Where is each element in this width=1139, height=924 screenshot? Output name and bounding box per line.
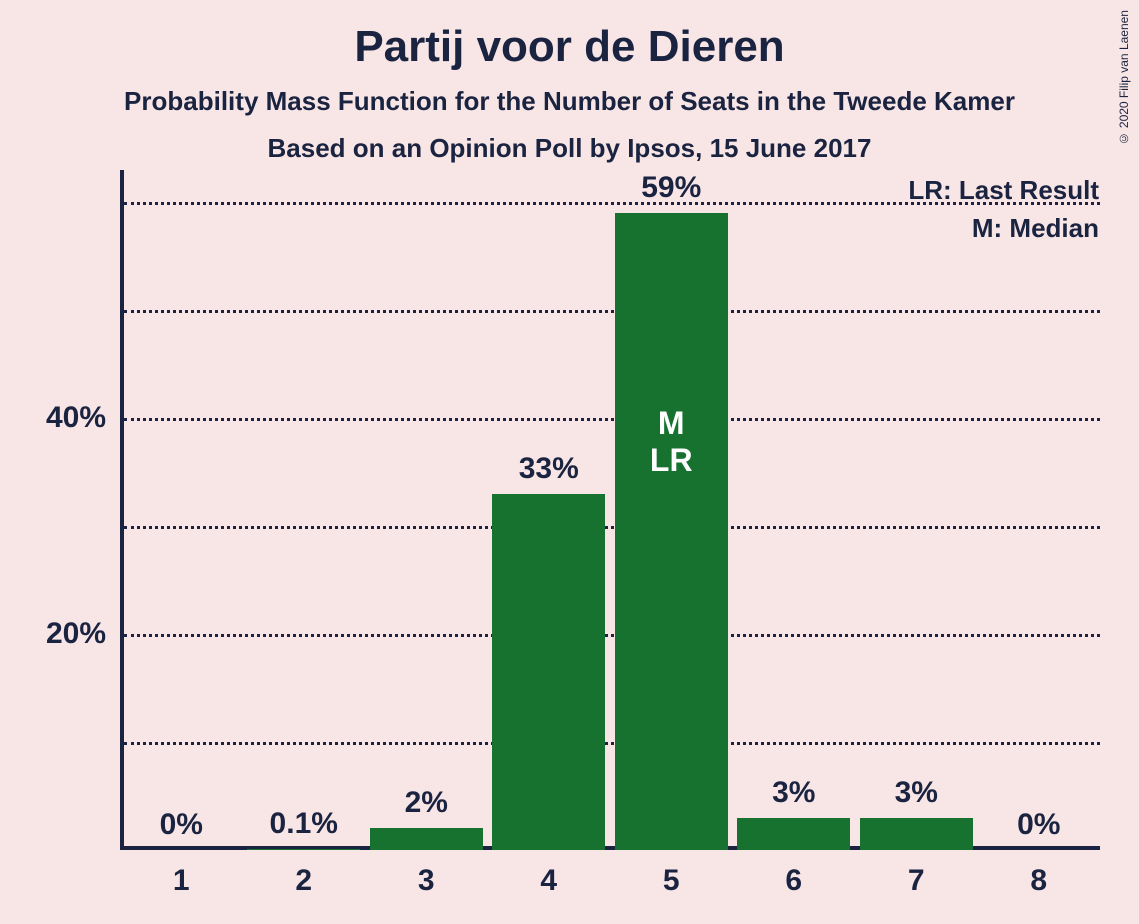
x-tick-label: 3 xyxy=(418,864,435,898)
x-tick-label: 5 xyxy=(663,864,680,898)
x-tick-label: 6 xyxy=(785,864,802,898)
x-tick-label: 1 xyxy=(173,864,190,898)
gridline xyxy=(124,310,1100,313)
bar-value-label: 3% xyxy=(895,776,938,810)
x-tick-label: 7 xyxy=(908,864,925,898)
bar xyxy=(860,818,973,850)
gridline xyxy=(124,202,1100,205)
bar-annotation-line: LR xyxy=(650,442,693,479)
bar-annotation-line: M xyxy=(650,405,693,442)
chart-subtitle-1: Probability Mass Function for the Number… xyxy=(0,86,1139,117)
bar-value-label: 0% xyxy=(1017,808,1060,842)
x-tick-label: 4 xyxy=(540,864,557,898)
bar-value-label: 0% xyxy=(160,808,203,842)
bar xyxy=(737,818,850,850)
y-tick-label: 40% xyxy=(46,401,106,435)
bar xyxy=(247,849,360,850)
x-tick-label: 2 xyxy=(295,864,312,898)
bar xyxy=(615,213,728,850)
gridline xyxy=(124,418,1100,421)
gridline xyxy=(124,634,1100,637)
bar xyxy=(370,828,483,850)
bar xyxy=(492,494,605,850)
copyright-text: © 2020 Filip van Laenen xyxy=(1117,10,1131,145)
x-tick-label: 8 xyxy=(1030,864,1047,898)
bar-value-label: 59% xyxy=(641,171,701,205)
bar-value-label: 0.1% xyxy=(270,807,338,841)
gridline xyxy=(124,526,1100,529)
bar-value-label: 3% xyxy=(772,776,815,810)
gridline xyxy=(124,742,1100,745)
bar-chart: 20%40%10%20.1%32%433%559%63%73%80%MLR xyxy=(120,170,1100,850)
chart-title: Partij voor de Dieren xyxy=(0,0,1139,72)
y-tick-label: 20% xyxy=(46,617,106,651)
chart-subtitle-2: Based on an Opinion Poll by Ipsos, 15 Ju… xyxy=(0,133,1139,164)
bar-value-label: 2% xyxy=(405,786,448,820)
y-axis xyxy=(120,170,124,850)
bar-value-label: 33% xyxy=(519,452,579,486)
bar-annotation: MLR xyxy=(650,405,693,479)
